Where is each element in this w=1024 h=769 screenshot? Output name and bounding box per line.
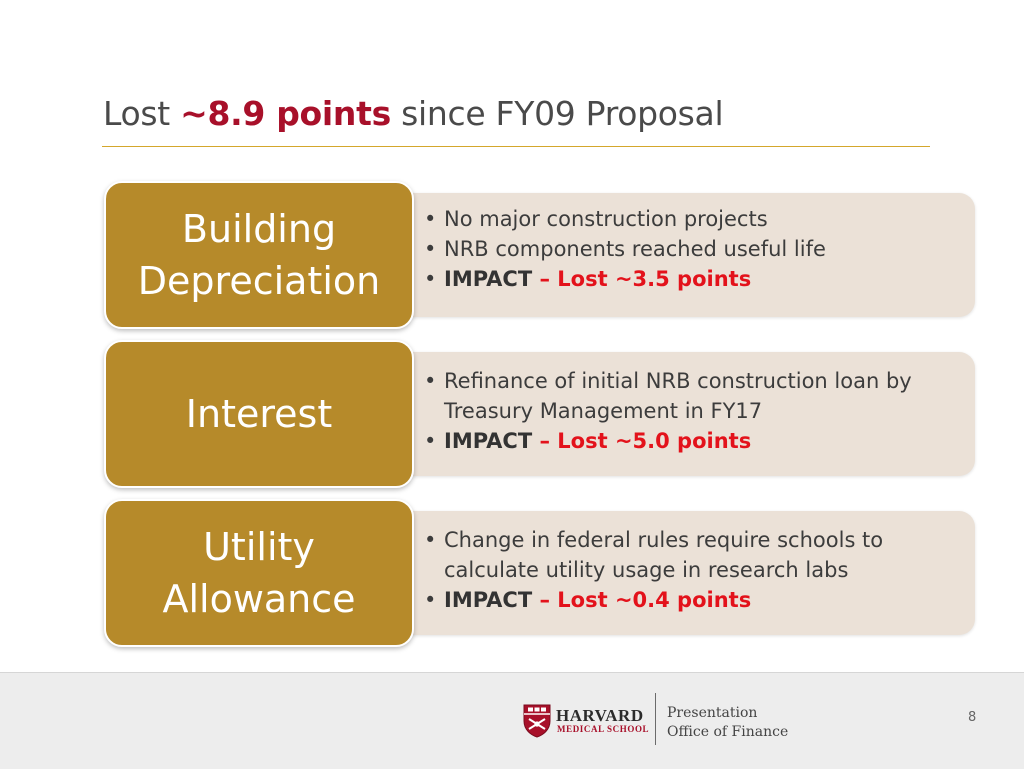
footer-line-office: Office of Finance xyxy=(667,724,789,740)
bullet-list-utility-allowance: Change in federal rules require schools … xyxy=(424,525,964,615)
impact-label: IMPACT xyxy=(444,429,533,453)
impact-value: – Lost ~0.4 points xyxy=(532,588,752,612)
impact-label: IMPACT xyxy=(444,267,533,291)
bullet-item: No major construction projects xyxy=(424,204,964,234)
impact-label: IMPACT xyxy=(444,588,533,612)
harvard-logo-subtext: MEDICAL SCHOOL xyxy=(557,724,650,734)
impact-value: – Lost ~3.5 points xyxy=(532,267,752,291)
bullet-list-building-depreciation: No major construction projects NRB compo… xyxy=(424,204,964,294)
footer-bar xyxy=(0,672,1024,769)
footer-line-presentation: Presentation xyxy=(667,705,758,721)
label-card-interest: Interest xyxy=(104,340,414,488)
harvard-logo-text: HARVARD xyxy=(556,706,644,725)
section-label: Interest xyxy=(185,392,333,436)
footer-caption: Presentation Office of Finance xyxy=(667,704,788,742)
title-suffix: since FY09 Proposal xyxy=(390,94,724,133)
impact-item: IMPACT – Lost ~5.0 points xyxy=(424,426,964,456)
title-highlight: ~8.9 points xyxy=(180,94,391,133)
bullet-item: NRB components reached useful life xyxy=(424,234,964,264)
section-label: Building Depreciation xyxy=(137,207,381,303)
bullet-item: Change in federal rules require schools … xyxy=(424,525,964,585)
title-divider xyxy=(102,146,930,147)
label-card-building-depreciation: Building Depreciation xyxy=(104,181,414,329)
page-number: 8 xyxy=(968,710,977,725)
title-prefix: Lost xyxy=(103,94,181,133)
impact-value: – Lost ~5.0 points xyxy=(532,429,752,453)
bullet-list-interest: Refinance of initial NRB construction lo… xyxy=(424,366,964,456)
bullet-item: Refinance of initial NRB construction lo… xyxy=(424,366,964,426)
footer-divider xyxy=(655,693,656,745)
harvard-shield-icon xyxy=(523,704,551,738)
impact-item: IMPACT – Lost ~3.5 points xyxy=(424,264,964,294)
slide-title: Lost ~8.9 points since FY09 Proposal xyxy=(103,94,724,133)
section-label: Utility Allowance xyxy=(162,525,356,621)
label-card-utility-allowance: Utility Allowance xyxy=(104,499,414,647)
impact-item: IMPACT – Lost ~0.4 points xyxy=(424,585,964,615)
